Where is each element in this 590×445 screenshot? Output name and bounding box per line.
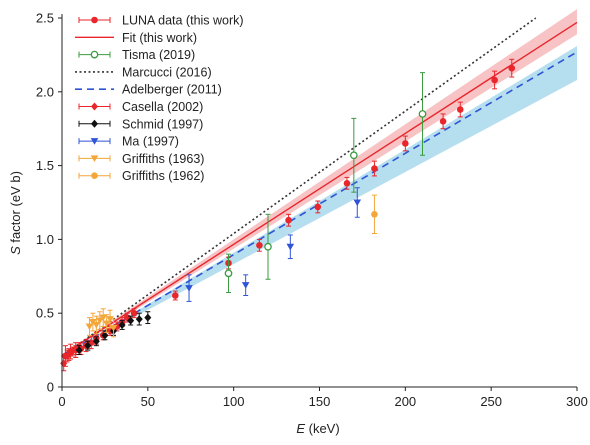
data-point <box>172 292 179 299</box>
data-point <box>102 320 111 328</box>
legend-item-adelberger-2011: Adelberger (2011) <box>75 83 222 97</box>
legend-marker <box>91 119 98 128</box>
legend-label: Tisma (2019) <box>122 48 195 62</box>
data-point <box>127 316 135 325</box>
data-points <box>60 58 516 372</box>
data-point <box>224 269 233 278</box>
model-lines <box>61 17 578 357</box>
data-point <box>109 324 118 332</box>
x-tick-label: 200 <box>394 394 416 409</box>
data-point <box>241 282 250 289</box>
data-point <box>118 321 126 330</box>
data-point <box>92 322 101 329</box>
legend-item-griffiths-1962: Griffiths (1962) <box>78 169 204 183</box>
legend-item-luna-data-this-work: LUNA data (this work) <box>78 14 244 28</box>
data-point <box>256 242 263 249</box>
y-tick-label: 2.0 <box>36 84 54 99</box>
x-tick-label: 50 <box>141 394 155 409</box>
data-point <box>371 211 378 218</box>
y-tick-label: 2.5 <box>36 11 54 26</box>
data-point <box>349 151 358 160</box>
legend-marker <box>90 138 99 145</box>
legend-marker <box>91 102 98 111</box>
data-point <box>101 331 109 340</box>
x-tick-label: 150 <box>309 394 331 409</box>
legend-label: Schmid (1997) <box>122 117 203 131</box>
y-tick-label: 0.5 <box>36 306 54 321</box>
legend-marker <box>91 172 98 179</box>
legend-label: Adelberger (2011) <box>122 83 222 97</box>
data-point <box>135 315 143 324</box>
legend-label: Griffiths (1962) <box>122 169 204 183</box>
data-point <box>75 346 83 355</box>
x-tick-label: 250 <box>480 394 502 409</box>
data-point <box>106 316 114 323</box>
data-point <box>285 216 292 224</box>
adelberger-band <box>62 46 577 357</box>
legend-marker <box>90 50 99 59</box>
data-point <box>85 323 94 331</box>
data-point <box>371 165 378 172</box>
y-axis-label-var: S <box>8 246 23 255</box>
legend-item-tisma-2019: Tisma (2019) <box>78 48 195 62</box>
legend-marker <box>90 155 99 162</box>
series-tisma-2019 <box>224 72 427 294</box>
data-point <box>286 243 295 251</box>
legend-label: LUNA data (this work) <box>122 14 244 28</box>
fit-band <box>62 9 577 357</box>
x-tick-label: 300 <box>566 394 588 409</box>
legend-label: Griffiths (1963) <box>122 152 204 166</box>
data-point <box>343 180 351 187</box>
data-point <box>314 203 322 211</box>
axes: 0 50 100 150 200 250 300 0 0.5 1.0 1.5 2.0 2.5 <box>36 11 588 410</box>
data-point <box>456 106 464 113</box>
data-point <box>508 64 516 72</box>
data-point <box>353 199 362 207</box>
y-tick-label: 1.5 <box>36 158 54 173</box>
legend-item-fit-this-work: Fit (this work) <box>75 31 197 45</box>
legend-label: Ma (1997) <box>122 135 179 149</box>
data-point <box>439 118 447 125</box>
legend-item-casella-2002: Casella (2002) <box>78 100 203 114</box>
legend-item-ma-1997: Ma (1997) <box>78 135 179 149</box>
y-tick-label: 0 <box>47 380 54 395</box>
data-point <box>130 309 138 317</box>
legend-marker <box>91 16 98 24</box>
line-adelberger-2011 <box>61 51 578 357</box>
data-point <box>185 285 193 292</box>
legend-label: Marcucci (2016) <box>122 65 212 79</box>
data-point <box>402 140 409 147</box>
y-tick-label: 1.0 <box>36 232 54 247</box>
series-griffiths-1963 <box>85 308 118 338</box>
legend: LUNA data (this work) Fit (this work) Tism… <box>75 14 244 183</box>
series-schmid-1997 <box>75 311 152 356</box>
legend-item-griffiths-1963: Griffiths (1963) <box>78 152 204 166</box>
legend-item-schmid-1997: Schmid (1997) <box>78 117 203 131</box>
data-point <box>418 110 427 118</box>
data-point <box>491 76 498 84</box>
data-point <box>95 317 104 325</box>
x-axis-label: E (keV) <box>296 421 339 436</box>
y-axis-label-rest: factor (eV b) <box>8 171 23 246</box>
data-point <box>92 337 100 346</box>
data-point <box>84 341 92 350</box>
x-tick-label: 100 <box>223 394 245 409</box>
data-point <box>99 314 107 322</box>
x-tick-label: 0 <box>58 394 65 409</box>
x-axis-label-var: E <box>296 421 305 436</box>
legend-label: Casella (2002) <box>122 100 203 114</box>
data-point <box>264 242 272 251</box>
x-axis-label-unit: (keV) <box>305 421 340 436</box>
line-fit-this-work <box>61 21 578 356</box>
data-point <box>144 313 152 322</box>
y-axis-label: S factor (eV b) <box>8 171 23 255</box>
series-ma-1997 <box>185 187 362 302</box>
series-griffiths-1962 <box>371 194 378 234</box>
legend-label: Fit (this work) <box>122 31 197 45</box>
confidence-bands <box>62 9 577 357</box>
legend-item-marcucci-2016: Marcucci (2016) <box>75 65 212 79</box>
